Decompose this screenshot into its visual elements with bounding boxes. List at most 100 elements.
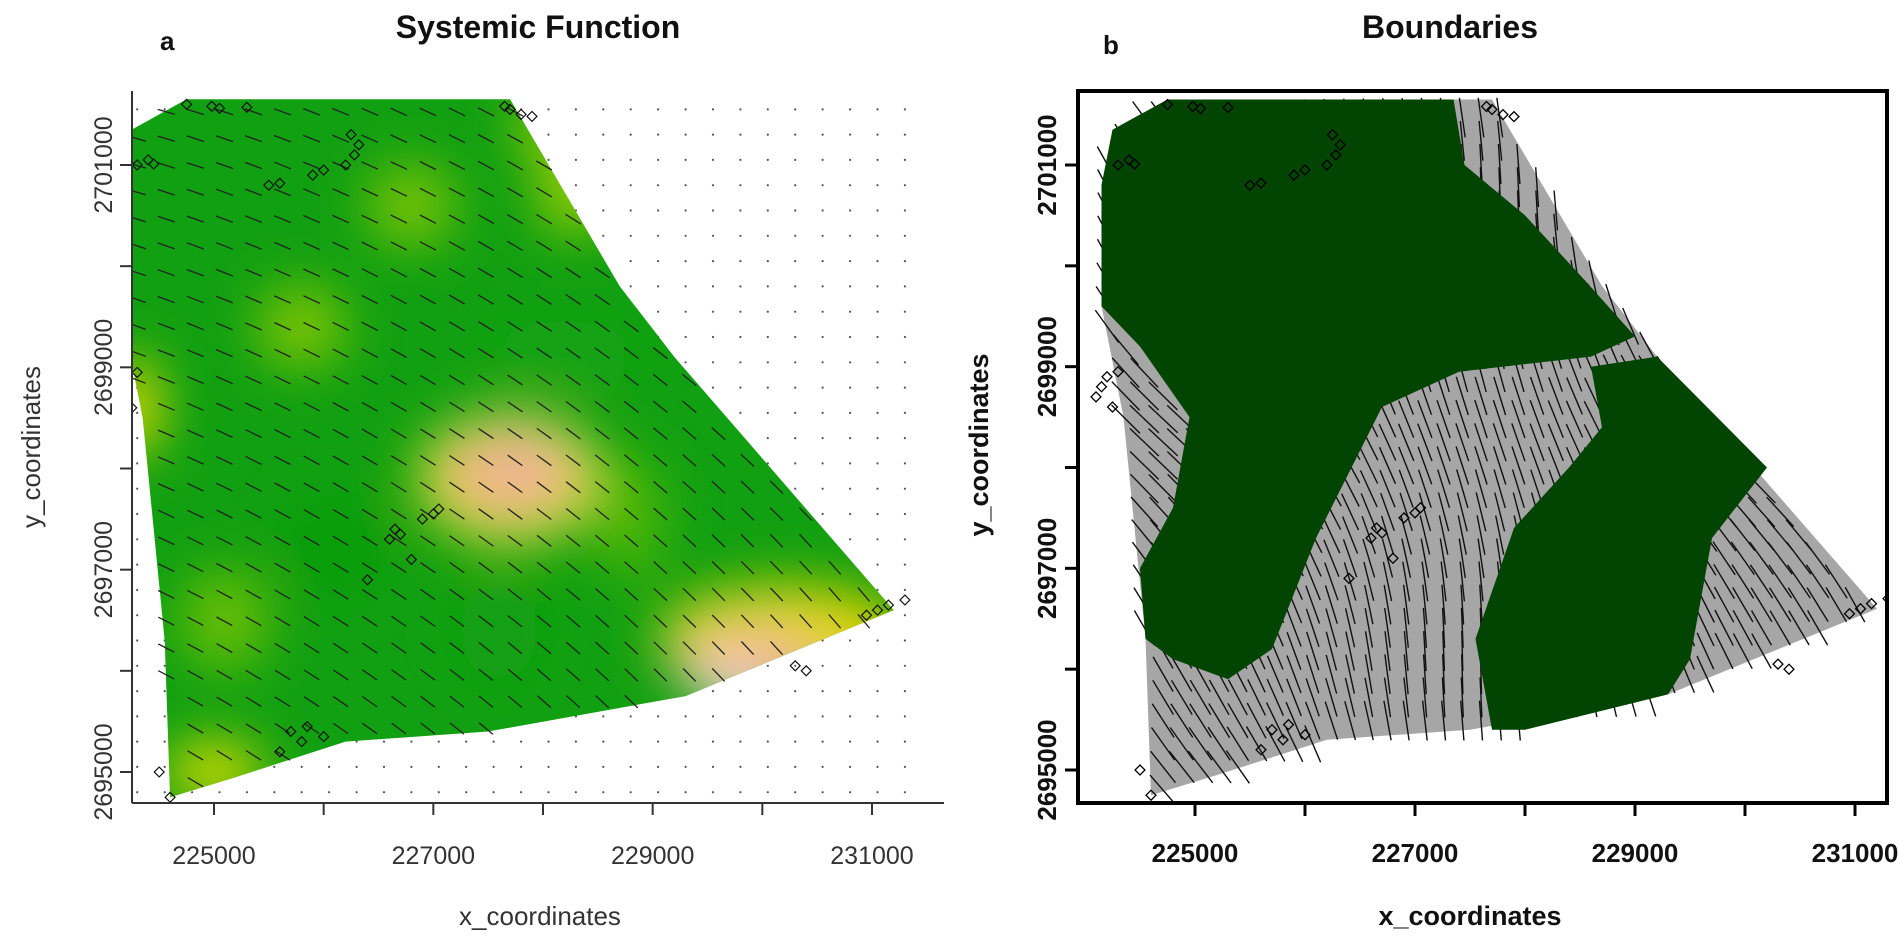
panel-b-sample-point	[1112, 159, 1124, 171]
panel-a-grid-dot	[711, 715, 715, 718]
panel-a-x-ticks: 225000 227000 229000 231000	[172, 803, 914, 870]
panel-a-vector-tick	[682, 534, 697, 548]
panel-a-grid-dot	[657, 184, 660, 187]
panel-a-vector-tick	[187, 563, 204, 573]
panel-a-grid-dot	[163, 664, 166, 667]
panel-b-boundary-vector	[1455, 399, 1470, 439]
panel-a-vector-tick	[157, 563, 175, 573]
panel-a-grid-dot	[136, 664, 139, 667]
panel-a-grid-dot	[218, 791, 221, 794]
panel-a-vector-tick	[216, 616, 233, 627]
panel-a-vector-tick	[478, 561, 494, 574]
panel-b-boundary-vector	[1455, 376, 1469, 416]
panel-b-boundary-vector	[1380, 492, 1395, 531]
panel-a-grid-dot	[382, 791, 386, 794]
panel-b-boundary-vector	[1749, 564, 1774, 599]
panel-a-vector-tick	[507, 561, 523, 574]
panel-a-grid-dot	[382, 740, 386, 743]
panel-a-vector-tick	[682, 454, 697, 467]
panel-a-grid-dot	[766, 133, 769, 136]
panel-b-boundary-vector	[1750, 610, 1773, 646]
panel-a-vector-tick	[536, 347, 552, 359]
panel-a-vector-tick	[536, 695, 552, 709]
panel-b-boundary-vector	[1360, 493, 1378, 531]
panel-a-vector-tick	[245, 749, 262, 761]
panel-a-vector-tick	[653, 507, 668, 521]
panel-a-grid-dot	[794, 462, 797, 465]
panel-a-grid-dot	[657, 740, 660, 743]
panel-a-grid-dot	[903, 184, 907, 187]
panel-a-vector-tick	[623, 454, 639, 467]
panel-a-vector-tick	[157, 456, 175, 465]
panel-a-vector-tick	[274, 642, 291, 654]
panel-a-grid-dot	[849, 209, 852, 212]
panel-a-vector-tick	[769, 507, 784, 521]
panel-a-sample-point	[306, 169, 319, 181]
panel-b-boundary-vector	[1713, 586, 1735, 623]
panel-a-grid-dot	[355, 740, 358, 743]
panel-a-vector-tick	[623, 320, 639, 333]
panel-a-grid-dot	[876, 664, 879, 667]
panel-a-vector-tick	[186, 188, 205, 196]
panel-a-grid-dot	[657, 715, 660, 718]
panel-a-vector-tick	[244, 322, 262, 331]
panel-a-vector-tick	[448, 241, 466, 251]
panel-a-vector-tick	[536, 534, 552, 547]
panel-a-vector-tick	[682, 427, 697, 440]
panel-a-grid-dot	[849, 538, 852, 541]
panel-b-boundary-vector	[1442, 630, 1446, 672]
panel-a-grid-dot	[711, 260, 715, 263]
panel-a-vector-tick	[507, 401, 523, 413]
panel-b-x-tick-label: 225000	[1152, 838, 1239, 868]
panel-b-boundary-vector	[1305, 585, 1321, 624]
panel-a-vector-tick	[215, 295, 234, 304]
panel-b-boundary-vector	[1460, 700, 1465, 741]
panel-b-sample-point	[1244, 179, 1256, 192]
panel-b-sample-point	[1128, 158, 1141, 170]
panel-a-vector-tick	[711, 534, 726, 548]
panel-a-grid-dot	[739, 411, 742, 414]
panel-a-grid-dot	[328, 765, 331, 769]
panel-b-sample-point	[1414, 501, 1427, 514]
panel-a-grid-dot	[794, 158, 797, 161]
panel-b-sample-point	[1783, 663, 1795, 676]
panel-a-grid-dot	[520, 740, 523, 743]
panel-a-grid-dot	[766, 108, 769, 111]
panel-a-vector-tick	[419, 481, 436, 493]
panel-a-grid-dot	[876, 791, 879, 794]
panel-a-vector-tick	[186, 456, 204, 465]
panel-a-grid-dot	[163, 715, 166, 718]
panel-a-vector-tick	[799, 533, 813, 548]
panel-b-boundary-vector	[1460, 584, 1465, 625]
panel-b-boundary-vector	[1208, 679, 1230, 716]
panel-b-boundary-vector	[1696, 655, 1715, 693]
panel-b-boundary-vector	[1474, 469, 1488, 509]
panel-a-grid-dot	[465, 765, 468, 769]
panel-a-vector-tick	[536, 481, 552, 494]
panel-a-vector-tick	[303, 188, 321, 197]
panel-a-letter: a	[160, 26, 175, 56]
panel-a-vector-tick	[419, 160, 437, 171]
panel-a-vector-tick	[157, 509, 175, 519]
panel-a-vector-tick	[332, 615, 349, 627]
panel-b-boundary-vector	[1378, 446, 1397, 485]
panel-b-x-tick-label: 227000	[1372, 838, 1459, 868]
panel-a-vector-tick	[740, 587, 755, 602]
panel-a-grid-dot	[876, 765, 879, 769]
panel-a-vector-tick	[274, 348, 291, 358]
panel-a-vector-tick	[157, 536, 175, 546]
panel-a-vector-tick	[506, 267, 524, 278]
panel-b-boundary-vector	[1379, 469, 1396, 508]
panel-a-grid-dot	[657, 209, 660, 212]
panel-a-grid-dot	[574, 184, 578, 187]
panel-a-grid-dot	[821, 386, 824, 389]
panel-a-sample-point	[295, 735, 308, 748]
panel-a-vector-tick	[419, 214, 437, 224]
panel-b-boundary-vector	[1751, 633, 1772, 669]
panel-a-vector-tick	[361, 187, 379, 197]
panel-a-grid-dot	[163, 791, 166, 794]
panel-a-grid-dot	[739, 361, 742, 364]
panel-b-boundary-vector	[1304, 562, 1321, 601]
panel-b-boundary-vector	[1553, 213, 1559, 254]
panel-b-boundary-vector	[1768, 564, 1793, 599]
